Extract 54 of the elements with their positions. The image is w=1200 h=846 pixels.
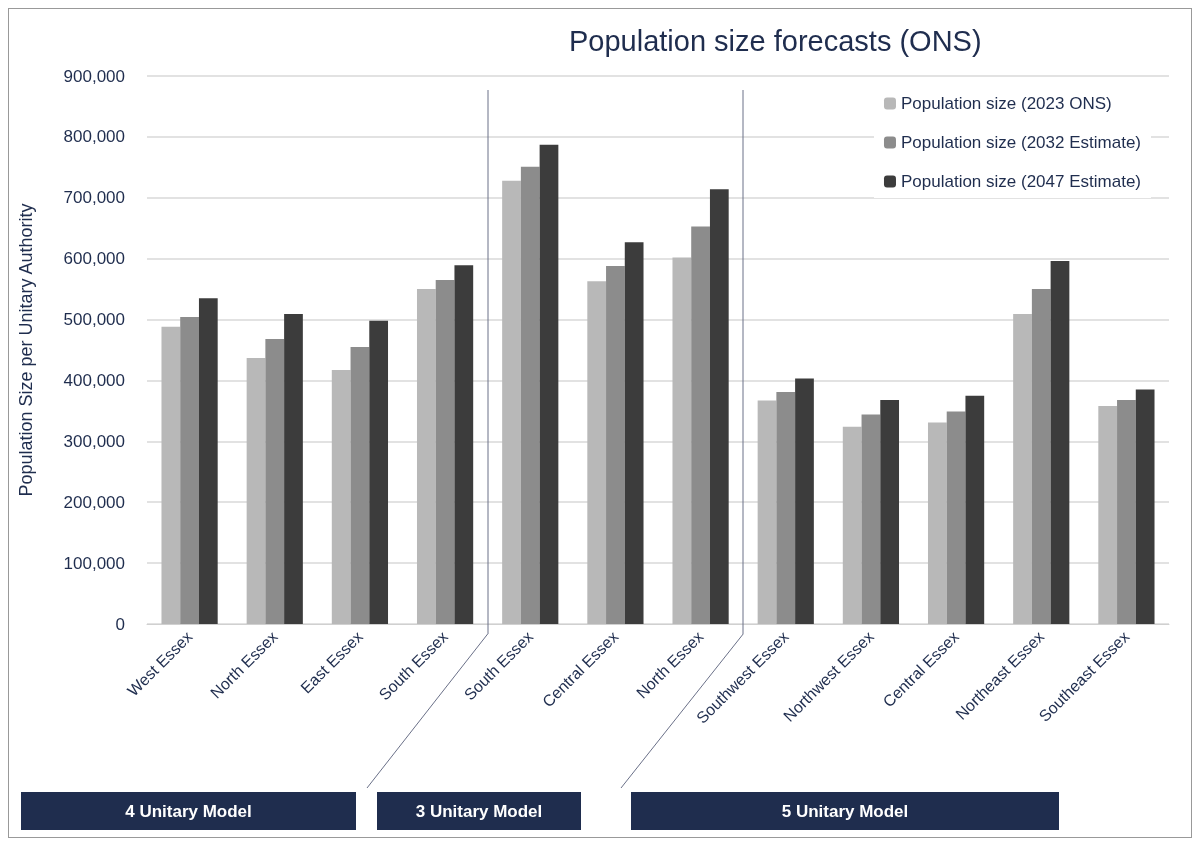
bar (795, 378, 814, 624)
bar (1098, 406, 1118, 624)
bar (757, 400, 777, 624)
bar (1013, 314, 1032, 624)
bar (1117, 399, 1136, 624)
bar (880, 399, 900, 624)
bar (606, 265, 625, 624)
bar (624, 242, 644, 624)
bar (350, 346, 370, 624)
bar (842, 426, 862, 624)
y-tick-label: 900,000 (63, 66, 125, 86)
bar (416, 289, 436, 624)
bar (284, 314, 303, 624)
y-tick-label: 800,000 (63, 127, 125, 147)
bar (435, 279, 455, 624)
bar (965, 395, 985, 624)
text: 5 Unitary Model (781, 801, 909, 821)
legend-label: Population size (2047 Estimate) (900, 172, 1142, 191)
bar (776, 392, 796, 624)
bar (246, 357, 266, 624)
legend-label: Population size (2023 ONS) (900, 94, 1112, 113)
bar (520, 166, 540, 624)
bar (369, 320, 389, 624)
bar (587, 281, 607, 624)
bar (180, 317, 199, 624)
text: 4 Unitary Model (125, 801, 252, 821)
bar (709, 189, 729, 624)
bar (265, 339, 285, 624)
bar (946, 411, 966, 624)
bar (861, 414, 881, 624)
bar (1050, 261, 1070, 624)
bar (691, 226, 710, 624)
bar (539, 144, 559, 624)
y-tick-label: 200,000 (63, 492, 125, 512)
bar (927, 422, 947, 624)
chart-title: Population size forecasts (ONS) (569, 24, 982, 57)
legend-label: Population size (2032 Estimate) (900, 133, 1142, 152)
bar (1135, 389, 1155, 624)
bar (454, 265, 474, 624)
y-tick-label: 300,000 (63, 431, 125, 451)
text: 3 Unitary Model (415, 801, 543, 821)
bar (161, 326, 181, 624)
bar (502, 180, 521, 624)
y-tick-label: 600,000 (63, 249, 125, 269)
y-tick-label: 500,000 (63, 310, 125, 330)
bar (331, 370, 351, 624)
y-tick-label: 100,000 (63, 553, 125, 573)
bar (672, 257, 692, 624)
y-tick-label: 0 (115, 614, 125, 634)
y-axis-title: Population Size per Unitary Authority (16, 203, 36, 497)
y-tick-label: 400,000 (63, 370, 125, 390)
y-tick-label: 700,000 (63, 188, 125, 208)
bar (1031, 289, 1051, 624)
bar (198, 298, 218, 624)
